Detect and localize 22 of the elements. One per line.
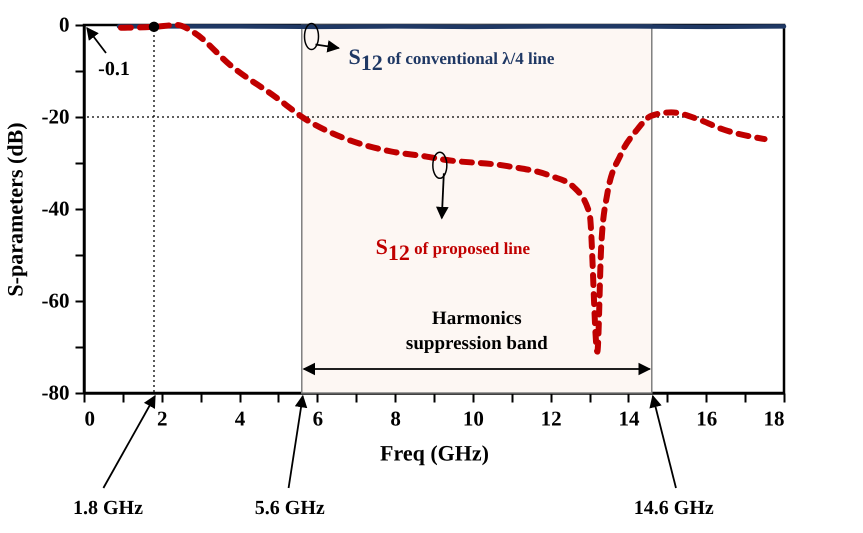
x-tick-label: 14 <box>618 406 640 430</box>
y-tick-label: -40 <box>42 196 70 220</box>
x-tick-label: 4 <box>234 406 246 430</box>
y-tick-label: -20 <box>42 104 70 128</box>
x-axis-title: Freq (GHz) <box>380 440 489 466</box>
x-tick-label: 0 <box>84 406 95 430</box>
x-tick-label: 10 <box>462 406 484 430</box>
annotation: 5.6 GHz <box>254 497 325 519</box>
x-tick-label: 12 <box>540 406 562 430</box>
y-tick-label: 0 <box>59 12 70 36</box>
x-tick-label: 18 <box>764 406 784 430</box>
annotation: -0.1 <box>98 58 130 80</box>
x-tick-label: 2 <box>157 406 168 430</box>
y-tick-label: -80 <box>42 380 70 404</box>
x-tick-label: 6 <box>312 406 324 430</box>
annotation: 14.6 GHz <box>634 497 714 519</box>
x-tick-label: 8 <box>390 406 401 430</box>
x-tick-label: 16 <box>696 406 718 430</box>
annotation: 1.8 GHz <box>73 497 144 519</box>
band-label: Harmonics suppression band <box>406 308 548 354</box>
y-tick-label: -60 <box>42 288 70 312</box>
y-axis-title: S-parameters (dB) <box>2 122 28 297</box>
